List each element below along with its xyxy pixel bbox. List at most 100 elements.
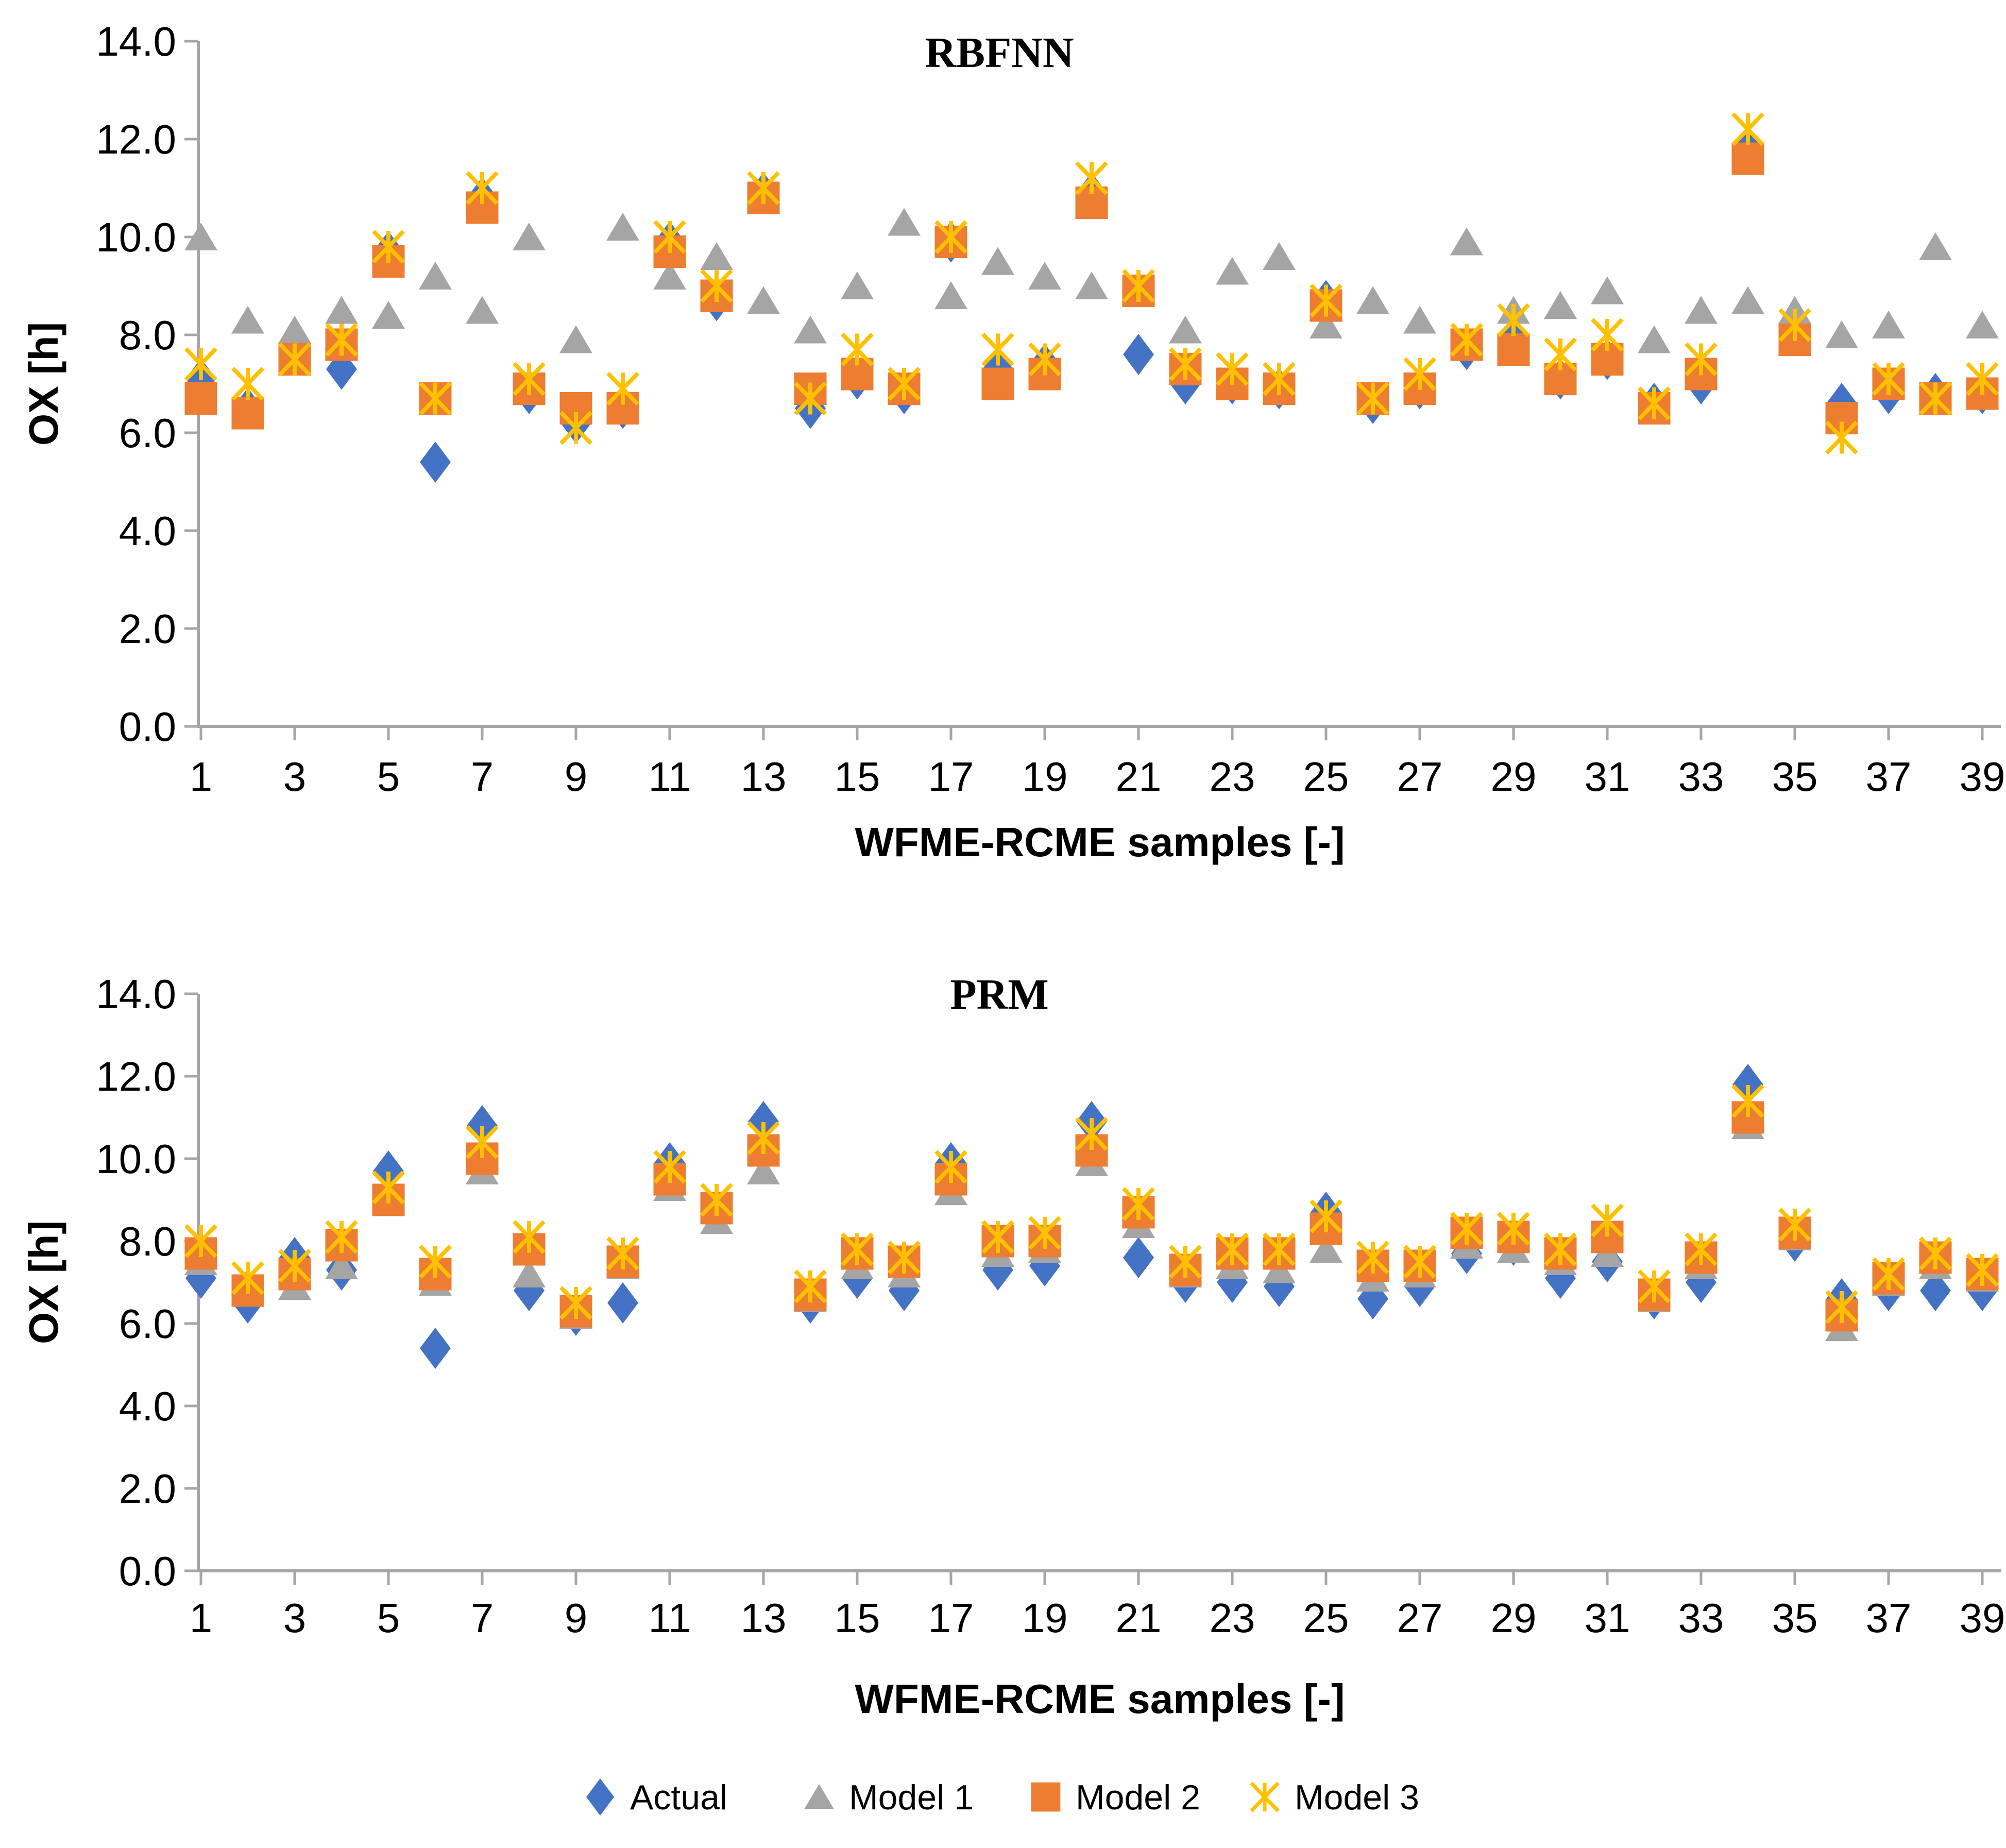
asterisk-diag2 [1591, 318, 1624, 352]
asterisk-diag2 [1450, 323, 1483, 357]
rbfnn-asterisk-point [1028, 342, 1061, 377]
prm-diamond-point [420, 1328, 451, 1369]
rbfnn-triangle-point [1544, 291, 1577, 319]
rbfnn-triangle-point [1403, 306, 1436, 334]
rbfnn-triangle-point [559, 325, 592, 353]
asterisk-diag2 [1497, 303, 1530, 337]
prm-asterisk-point [981, 1220, 1014, 1254]
rbfnn-x-tick-label: 33 [1678, 754, 1724, 800]
legend-item-model-1: Model 1 [804, 1778, 974, 1817]
rbfnn-triangle-point [1966, 311, 1999, 339]
rbfnn-triangle-point [466, 296, 499, 324]
asterisk-diag2 [184, 347, 217, 381]
asterisk-diag2 [325, 323, 358, 357]
asterisk-diag2 [419, 1245, 452, 1279]
legend-label: Model 1 [849, 1778, 974, 1817]
rbfnn-asterisk-point [1356, 381, 1389, 416]
rbfnn-y-tick-label: 0.0 [119, 704, 176, 750]
rbfnn-diamond-point [420, 442, 451, 483]
rbfnn-triangle-point [1310, 311, 1342, 339]
asterisk-diag2 [1919, 1236, 1952, 1270]
asterisk-diag2 [1497, 1212, 1530, 1246]
rbfnn-triangle-point [1685, 296, 1718, 324]
rbfnn-asterisk-point [700, 269, 733, 303]
prm-asterisk-point [700, 1183, 733, 1217]
prm-diamond-point [1920, 1270, 1951, 1311]
asterisk-diag2 [1825, 420, 1858, 455]
asterisk-diag2 [934, 220, 967, 254]
prm-asterisk-point [888, 1241, 921, 1275]
prm-x-tick-label: 33 [1678, 1595, 1724, 1641]
asterisk-diag2 [700, 269, 733, 303]
asterisk-diag2 [1403, 357, 1436, 391]
prm-asterisk-point [1497, 1212, 1530, 1246]
rbfnn-asterisk-point [794, 381, 827, 416]
prm-asterisk-point [747, 1121, 780, 1155]
asterisk-diag2 [1310, 1199, 1342, 1233]
rbfnn-triangle-point [419, 262, 452, 290]
prm-y-tick-label: 12.0 [96, 1054, 176, 1099]
asterisk-diag2 [1591, 1203, 1624, 1237]
asterisk-diag2 [1966, 362, 1999, 396]
rbfnn-chart-title: RBFNN [925, 29, 1074, 77]
rbfnn-asterisk-point [1919, 381, 1952, 416]
prm-x-tick-label: 35 [1772, 1595, 1818, 1641]
rbfnn-asterisk-point [1685, 342, 1718, 377]
asterisk-diag2 [1872, 362, 1905, 396]
rbfnn-x-tick-label: 39 [1960, 754, 2005, 800]
prm-x-tick-label: 13 [741, 1595, 787, 1641]
prm-asterisk-point [1825, 1290, 1858, 1324]
rbfnn-square-point [184, 382, 217, 415]
rbfnn-x-tick-label: 23 [1210, 754, 1255, 800]
prm-x-tick-label: 27 [1397, 1595, 1443, 1641]
rbfnn-triangle-point [1169, 315, 1202, 344]
prm-asterisk-point [841, 1232, 874, 1266]
rbfnn-y-tick-label: 14.0 [96, 19, 176, 64]
rbfnn-triangle-point [1638, 325, 1671, 353]
prm-asterisk-point [1403, 1245, 1436, 1279]
rbfnn-asterisk-point [1872, 362, 1905, 396]
asterisk-diag2 [1263, 1232, 1296, 1266]
rbfnn-x-tick-label: 27 [1397, 754, 1443, 800]
prm-y-tick-label: 0.0 [119, 1548, 176, 1594]
prm-x-tick-label: 15 [835, 1595, 880, 1641]
asterisk-diag2 [1450, 1212, 1483, 1246]
prm-asterisk-point [184, 1224, 217, 1258]
asterisk-diag2 [1638, 386, 1671, 420]
asterisk-diag2 [1263, 362, 1296, 396]
asterisk-diag2 [653, 220, 686, 254]
asterisk-diag2 [606, 1236, 639, 1270]
prm-y-tick-label: 2.0 [119, 1466, 176, 1512]
prm-asterisk-point [1966, 1253, 1999, 1287]
rbfnn-square-point [1731, 142, 1764, 175]
asterisk-diag2 [1122, 269, 1155, 303]
rbfnn-triangle-point [606, 213, 639, 241]
rbfnn-asterisk-point [419, 381, 452, 416]
prm-asterisk-point [1122, 1187, 1155, 1221]
legend-square-icon [1031, 1782, 1061, 1812]
asterisk-diag2 [278, 1249, 311, 1283]
prm-triangle-point [513, 1260, 546, 1288]
rbfnn-square-point [981, 367, 1014, 400]
prm-asterisk-point [513, 1220, 546, 1254]
asterisk-diag2 [231, 367, 264, 401]
asterisk-diag2 [559, 1286, 592, 1320]
prm-y-tick-label: 6.0 [119, 1301, 176, 1347]
asterisk-diag2 [794, 1269, 827, 1303]
asterisk-diag2 [1872, 1257, 1905, 1291]
rbfnn-triangle-point [981, 247, 1014, 275]
legend-item-model-2: Model 2 [1031, 1778, 1200, 1817]
rbfnn-y-tick-label: 2.0 [119, 606, 176, 652]
asterisk-diag2 [372, 230, 405, 264]
prm-asterisk-point [559, 1286, 592, 1320]
rbfnn-asterisk-point [1497, 303, 1530, 337]
rbfnn-x-tick-label: 19 [1022, 754, 1068, 800]
rbfnn-triangle-point [1263, 242, 1296, 270]
prm-asterisk-point [1778, 1208, 1811, 1242]
asterisk-diag2 [1075, 1117, 1108, 1151]
prm-y-axis-title: OX [h] [21, 1220, 66, 1344]
asterisk-diag2 [981, 332, 1014, 367]
rbfnn-triangle-point [888, 208, 921, 236]
